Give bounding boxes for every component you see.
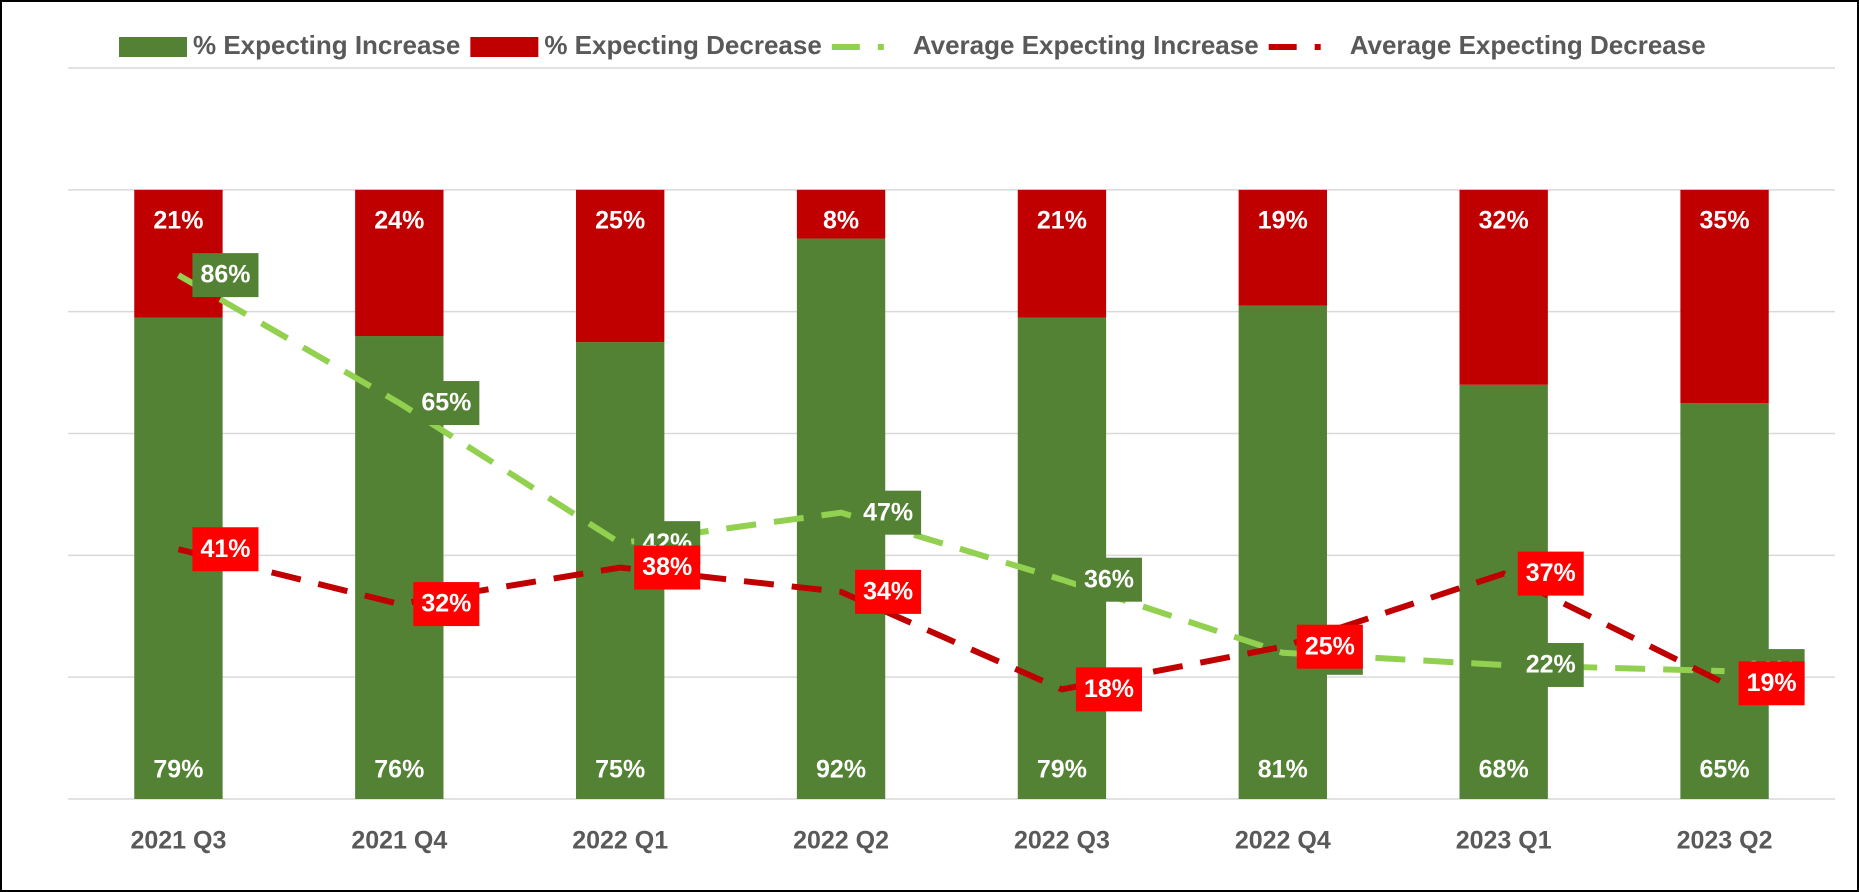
- x-tick-label: 2022 Q1: [572, 827, 668, 855]
- data-label: 32%: [421, 590, 471, 618]
- label-box: [192, 253, 259, 298]
- data-label: 75%: [595, 756, 645, 784]
- data-label: 25%: [1305, 632, 1355, 660]
- data-label: 18%: [1084, 675, 1134, 703]
- label-box: [413, 381, 480, 426]
- line-data-label: 47%: [855, 490, 922, 535]
- label-box: [1075, 557, 1142, 602]
- data-label: 25%: [595, 206, 645, 234]
- line-data-label: 19%: [1738, 661, 1805, 706]
- line-data-label: 37%: [1517, 551, 1584, 596]
- data-label: 22%: [1526, 651, 1576, 679]
- data-label: 8%: [823, 206, 859, 234]
- data-label: 79%: [1037, 756, 1087, 784]
- bar-segment: [796, 189, 886, 239]
- bar-segment: [1680, 403, 1769, 799]
- bar-segment: [576, 189, 665, 343]
- line-data-label: 18%: [1075, 667, 1142, 712]
- label-box: [192, 527, 259, 572]
- line-data-label: 25%: [1296, 624, 1363, 669]
- bar-segment: [355, 189, 444, 337]
- label-box: [855, 490, 922, 535]
- x-tick-label: 2022 Q4: [1235, 827, 1331, 855]
- legend-swatch: [119, 37, 187, 57]
- line-data-label: 38%: [634, 545, 701, 590]
- legend-swatch: [470, 37, 539, 57]
- x-tick-label: 2022 Q2: [793, 827, 889, 855]
- data-label: 81%: [1258, 756, 1308, 784]
- bar-segment: [1017, 189, 1107, 318]
- label-box: [855, 569, 922, 614]
- data-label: 37%: [1526, 559, 1576, 587]
- data-label: 47%: [863, 498, 913, 526]
- line-data-label: 22%: [1517, 642, 1584, 687]
- bar-segment: [1238, 305, 1327, 799]
- data-label: 19%: [1747, 669, 1797, 697]
- data-label: 35%: [1700, 206, 1750, 234]
- x-tick-label: 2021 Q3: [130, 827, 226, 855]
- label-box: [1517, 551, 1584, 596]
- line-data-label: 34%: [855, 569, 922, 614]
- data-label: 38%: [642, 553, 692, 581]
- label-box: [1075, 667, 1142, 712]
- x-tick-label: 2021 Q4: [351, 827, 447, 855]
- data-label: 79%: [153, 756, 203, 784]
- data-label: 36%: [1084, 565, 1134, 593]
- line-data-label: 86%: [192, 253, 259, 298]
- line-data-label: 41%: [192, 527, 259, 572]
- data-label: 68%: [1479, 756, 1529, 784]
- data-label: 76%: [374, 756, 424, 784]
- legend-label: % Expecting Increase: [193, 30, 460, 60]
- x-tick-label: 2023 Q1: [1456, 827, 1552, 855]
- x-tick-label: 2022 Q3: [1014, 827, 1110, 855]
- data-label: 86%: [200, 261, 250, 289]
- line-data-label: 65%: [413, 381, 480, 426]
- bar-segment: [1459, 189, 1548, 385]
- data-label: 92%: [816, 756, 866, 784]
- legend-label: % Expecting Decrease: [544, 30, 821, 60]
- legend-label: Average Expecting Decrease: [1350, 30, 1706, 60]
- label-box: [413, 582, 480, 627]
- data-label: 65%: [1700, 756, 1750, 784]
- x-tick-label: 2023 Q2: [1677, 827, 1773, 855]
- data-label: 41%: [200, 535, 250, 563]
- legend-label: Average Expecting Increase: [913, 30, 1259, 60]
- line-data-label: 32%: [413, 582, 480, 627]
- data-label: 65%: [421, 389, 471, 417]
- line-data-label: 36%: [1075, 557, 1142, 602]
- bar-segment: [1238, 189, 1327, 306]
- data-label: 21%: [1037, 206, 1087, 234]
- data-label: 19%: [1258, 206, 1308, 234]
- label-box: [1517, 642, 1584, 687]
- bar-segment: [1680, 189, 1769, 404]
- data-label: 32%: [1479, 206, 1529, 234]
- label-box: [1738, 661, 1805, 706]
- label-box: [1296, 624, 1363, 669]
- data-label: 34%: [863, 577, 913, 605]
- line-series: [176, 272, 1725, 675]
- data-label: 24%: [374, 206, 424, 234]
- data-label: 21%: [153, 206, 203, 234]
- label-box: [634, 545, 701, 590]
